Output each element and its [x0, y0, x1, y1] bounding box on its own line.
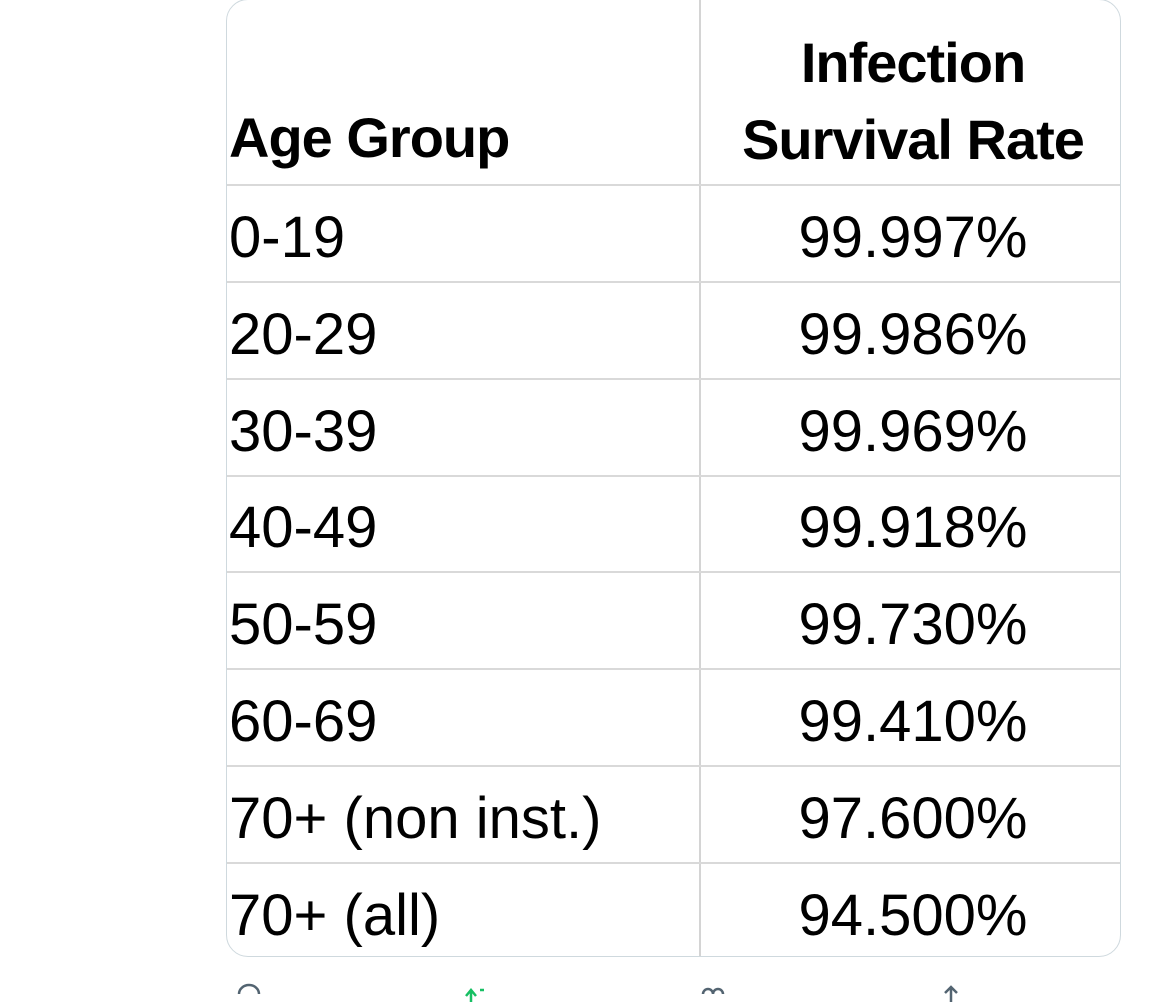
age-group-cell: 60-69	[229, 689, 378, 754]
tweet-actions	[0, 982, 1170, 1002]
header-survival-rate: Infection Survival Rate	[703, 16, 1120, 171]
reply-icon[interactable]	[236, 982, 262, 1002]
table-row: 0-19 99.997%	[227, 186, 1120, 283]
table-row: 50-59 99.730%	[227, 573, 1120, 671]
retweet-icon[interactable]	[462, 982, 488, 1002]
survival-rate-cell: 99.730%	[798, 592, 1028, 658]
header-line-1: Infection	[800, 31, 1026, 94]
column-divider	[699, 0, 701, 956]
age-group-cell: 40-49	[229, 495, 378, 561]
tweet-image-table[interactable]: Age Group Infection Survival Rate 0-19 99…	[226, 0, 1121, 957]
table-row: 40-49 99.918%	[227, 476, 1120, 574]
share-icon[interactable]	[938, 982, 964, 1002]
age-group-cell: 20-29	[229, 301, 378, 367]
like-icon[interactable]	[700, 982, 726, 1002]
table-row: 70+ (non inst.) 97.600%	[227, 767, 1120, 864]
header-age-group: Age Group	[229, 106, 510, 169]
age-group-cell: 50-59	[229, 592, 378, 658]
table-row: 30-39 99.969%	[227, 380, 1120, 477]
survival-rate-cell: 99.410%	[798, 689, 1028, 754]
survival-rate-cell: 97.600%	[798, 785, 1028, 851]
table-header: Age Group Infection Survival Rate	[227, 0, 1120, 186]
table-row: 20-29 99.986%	[227, 283, 1120, 380]
survival-rate-cell: 99.918%	[798, 495, 1028, 561]
survival-rate-cell: 99.986%	[798, 301, 1028, 367]
table-row: 70+ (all) 94.500%	[227, 864, 1120, 956]
age-group-cell: 70+ (non inst.)	[229, 785, 602, 851]
age-group-cell: 0-19	[229, 205, 346, 270]
header-line-2: Survival Rate	[742, 108, 1085, 171]
age-group-cell: 70+ (all)	[229, 882, 441, 948]
age-group-cell: 30-39	[229, 398, 378, 464]
survival-rate-cell: 94.500%	[798, 882, 1028, 948]
table-row: 60-69 99.410%	[227, 670, 1120, 767]
survival-rate-cell: 99.997%	[798, 205, 1028, 270]
survival-rate-cell: 99.969%	[798, 398, 1028, 464]
